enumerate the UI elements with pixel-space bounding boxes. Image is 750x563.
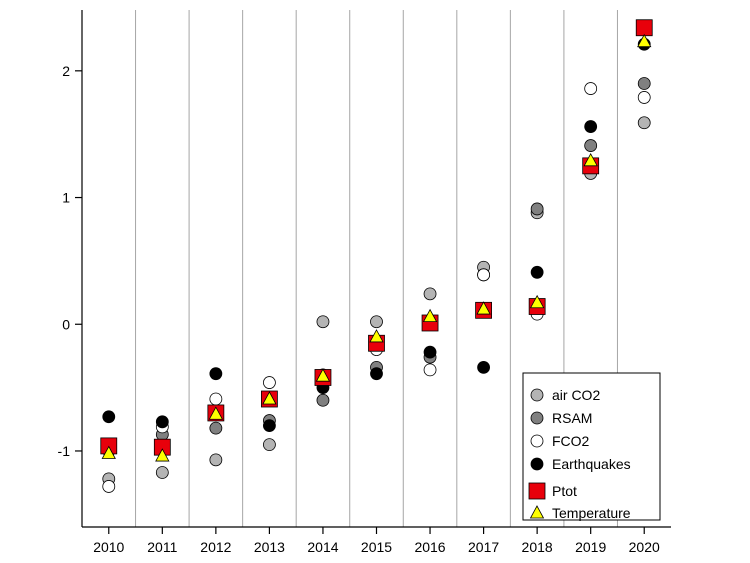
rsam-point bbox=[209, 421, 223, 435]
x-tick-label: 2014 bbox=[307, 539, 338, 555]
earthquakes-point bbox=[423, 345, 437, 359]
legend-label: FCO2 bbox=[552, 433, 590, 449]
temperature-point bbox=[208, 406, 224, 420]
legend-label: air CO2 bbox=[552, 387, 600, 403]
y-tick-label: -1 bbox=[58, 443, 71, 459]
rsam-point bbox=[530, 202, 544, 216]
fco2-point bbox=[637, 91, 651, 104]
temperature-point bbox=[315, 368, 331, 382]
x-tick-label: 2015 bbox=[361, 539, 392, 555]
fco2-point bbox=[584, 82, 598, 95]
axes: -1 0 1 2 2010 2011 2012 2013 2014 2015 2016 2017 201… bbox=[58, 10, 671, 555]
x-tick-label: 2017 bbox=[468, 539, 499, 555]
x-tick-label: 2019 bbox=[575, 539, 606, 555]
x-tick-label: 2020 bbox=[629, 539, 660, 555]
x-tick-label: 2011 bbox=[147, 539, 177, 555]
x-tick-label: 2010 bbox=[93, 539, 124, 555]
y-tick-label: 2 bbox=[62, 63, 70, 79]
legend-label: Temperature bbox=[552, 505, 631, 521]
legend-marker bbox=[530, 434, 544, 448]
air-co2-point bbox=[155, 466, 169, 479]
rsam-point bbox=[316, 393, 330, 407]
rsam-point bbox=[584, 139, 598, 152]
y-tick-label: 0 bbox=[62, 316, 70, 332]
legend-label: RSAM bbox=[552, 410, 592, 426]
air-co2-point bbox=[263, 438, 276, 452]
temperature-point bbox=[637, 33, 652, 48]
fco2-point bbox=[477, 268, 490, 282]
legend-marker bbox=[529, 505, 545, 519]
fco2-point bbox=[423, 363, 437, 377]
temperature-point bbox=[476, 301, 491, 315]
legend-label: Earthquakes bbox=[552, 456, 631, 472]
air-co2-point bbox=[209, 453, 223, 467]
temperature-point bbox=[369, 329, 384, 343]
legend-marker bbox=[530, 388, 544, 402]
air-co2-point bbox=[423, 287, 437, 301]
earthquakes-point bbox=[263, 419, 276, 433]
earthquakes-point bbox=[209, 367, 223, 381]
legend-marker bbox=[530, 457, 544, 471]
temperature-point bbox=[422, 308, 438, 323]
earthquakes-point bbox=[155, 415, 169, 429]
legend-marker bbox=[530, 411, 544, 425]
x-tick-label: 2016 bbox=[414, 539, 445, 555]
x-tick-label: 2012 bbox=[200, 539, 231, 555]
earthquakes-point bbox=[370, 367, 383, 381]
temperature-point bbox=[529, 294, 545, 309]
fco2-point bbox=[263, 376, 276, 389]
earthquakes-point bbox=[584, 120, 598, 133]
fco2-point bbox=[102, 480, 116, 493]
fco2-point bbox=[209, 392, 223, 406]
x-tick-label: 2013 bbox=[254, 539, 285, 555]
temperature-point bbox=[101, 445, 116, 459]
temperature-point bbox=[155, 448, 170, 462]
temperature-point bbox=[583, 152, 598, 167]
legend-box bbox=[522, 372, 661, 521]
rsam-point bbox=[637, 77, 651, 90]
air-co2-point bbox=[370, 315, 383, 329]
legend: air CO2 RSAM FCO2 Earthquakes Ptot Temperatur… bbox=[522, 372, 661, 521]
legend-marker bbox=[528, 482, 546, 500]
data-points bbox=[100, 19, 653, 493]
earthquakes-point bbox=[530, 265, 544, 279]
x-tick-label: 2018 bbox=[522, 539, 553, 555]
legend-label: Ptot bbox=[552, 483, 577, 499]
earthquakes-point bbox=[477, 360, 490, 374]
y-tick-label: 1 bbox=[62, 190, 70, 206]
ptot-point bbox=[635, 19, 653, 37]
earthquakes-point bbox=[102, 410, 116, 424]
temperature-point bbox=[262, 391, 277, 405]
air-co2-point bbox=[316, 315, 330, 329]
air-co2-point bbox=[637, 116, 651, 130]
